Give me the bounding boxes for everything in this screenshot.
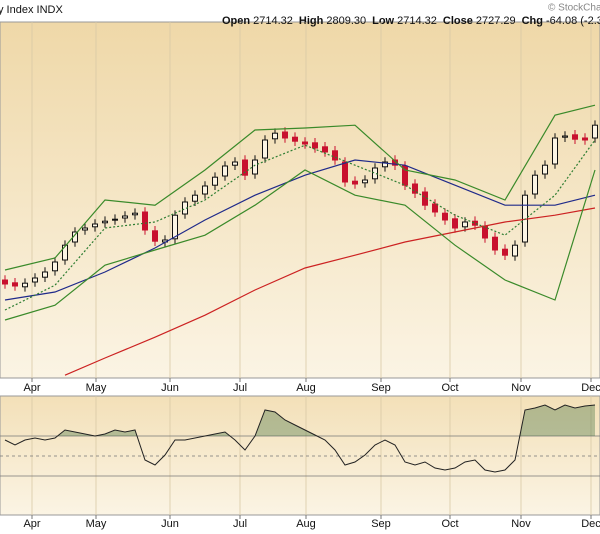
candle-body [52, 261, 58, 272]
x-tick-label: May [86, 518, 107, 530]
candle-body [292, 136, 298, 142]
x-tick-label: Aug [296, 382, 316, 394]
quote-label: Open [222, 15, 250, 27]
candle-body [222, 165, 228, 177]
candle-body [302, 141, 308, 145]
candle-body [452, 218, 458, 229]
candle-body [12, 282, 18, 287]
candle-body [212, 176, 218, 186]
candle-body [122, 215, 128, 219]
candle-body [22, 282, 28, 288]
candle-body [82, 227, 88, 231]
candle-body [2, 279, 8, 285]
x-tick-label: May [86, 382, 107, 394]
candle-body [272, 132, 278, 140]
candle-body [462, 221, 468, 228]
candle-body [342, 161, 348, 183]
quote-label: Close [443, 15, 473, 27]
candle-body [442, 212, 448, 221]
indicator-line [4, 404, 596, 473]
quote-value: -64.08 (-2.3 [546, 15, 600, 27]
candle-body [592, 124, 598, 139]
x-tick-label: Jul [233, 382, 247, 394]
x-tick-label: Nov [511, 382, 531, 394]
candle-body [232, 161, 238, 166]
candle-body [262, 139, 268, 159]
candle-body [562, 135, 568, 138]
candle-body [512, 244, 518, 257]
x-tick-label: Dec [581, 518, 600, 530]
x-tick-label: Apr [23, 382, 40, 394]
indicator-panel [0, 395, 600, 516]
candle-body [32, 277, 38, 283]
candle-body [412, 183, 418, 194]
overlay-line [64, 207, 596, 376]
candle-body [372, 167, 378, 180]
x-tick-label: Sep [371, 382, 391, 394]
quote-label: Chg [522, 15, 543, 27]
candle-body [472, 220, 478, 226]
x-tick-label: Jun [161, 518, 179, 530]
candle-body [402, 165, 408, 186]
candle-body [542, 164, 548, 175]
candle-body [172, 214, 178, 240]
candle-body [582, 137, 588, 141]
quote-value: 2714.32 [253, 15, 293, 27]
candle-body [202, 185, 208, 195]
candle-body [552, 137, 558, 165]
candle-body [192, 194, 198, 202]
quote-value: 2727.29 [476, 15, 516, 27]
quote-value: 2714.32 [397, 15, 437, 27]
overlay-line [4, 159, 596, 301]
candle-body [152, 230, 158, 242]
x-tick-label: Apr [23, 518, 40, 530]
quote-label: Low [372, 15, 394, 27]
candle-body [92, 223, 98, 228]
candle-body [482, 225, 488, 239]
price-panel [0, 21, 600, 379]
x-tick-label: Dec [581, 382, 600, 394]
candle-body [312, 142, 318, 149]
candle-body [322, 146, 328, 153]
x-tick-label: Jul [233, 518, 247, 530]
candle-body [332, 150, 338, 161]
candle-body [242, 159, 248, 176]
chart-title: y Index INDX [0, 4, 63, 16]
candle-body [432, 203, 438, 213]
candle-body [102, 220, 108, 224]
x-tick-label: Nov [511, 518, 531, 530]
x-tick-label: Sep [371, 518, 391, 530]
overlay-line [4, 104, 596, 271]
candle-body [62, 244, 68, 261]
x-tick-label: Jun [161, 382, 179, 394]
x-tick-label: Aug [296, 518, 316, 530]
quote-label: High [299, 15, 324, 27]
candle-body [112, 218, 118, 221]
credit: © StockCharts [548, 3, 600, 14]
candle-body [492, 236, 498, 251]
overlay-line [4, 169, 596, 321]
candle-body [532, 174, 538, 195]
candle-body [572, 134, 578, 140]
candle-body [502, 248, 508, 256]
candle-body [382, 161, 388, 168]
quote-value: 2809.30 [326, 15, 366, 27]
candle-body [132, 212, 138, 216]
candle-body [282, 131, 288, 139]
candle-body [362, 179, 368, 184]
x-tick-label: Oct [441, 518, 458, 530]
candle-body [352, 180, 358, 185]
x-tick-label: Oct [441, 382, 458, 394]
candle-body [42, 271, 48, 278]
candle-body [252, 159, 258, 175]
candle-body [142, 211, 148, 231]
